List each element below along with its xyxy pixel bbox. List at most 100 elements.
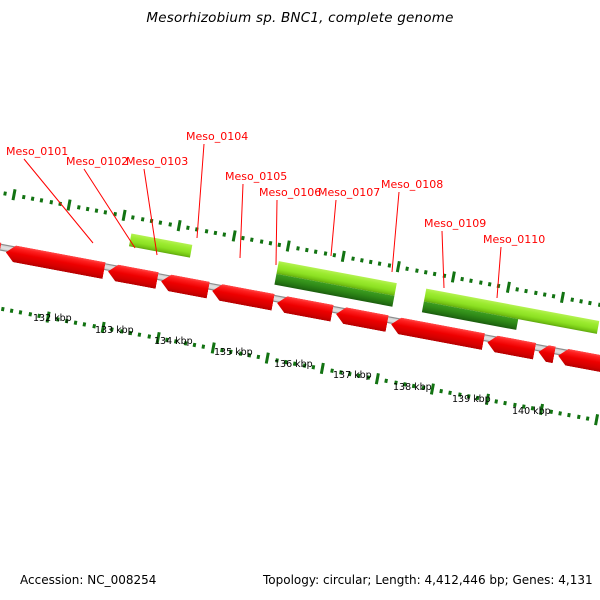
ruler-dot [304, 247, 309, 253]
ruler-dot [524, 288, 529, 294]
ruler-dot [368, 259, 373, 265]
ruler-position-label: 134 kbp [154, 336, 193, 347]
ruler-dot [222, 232, 227, 237]
ruler-dot [186, 225, 190, 231]
ruler-dot [76, 205, 81, 210]
ruler-dot [277, 242, 282, 248]
label-leader-line [239, 183, 244, 259]
gene-label[interactable]: Meso_0110 [483, 233, 546, 246]
label-leader-line [275, 199, 278, 266]
ruler-position-label: 139 kbp [452, 394, 491, 405]
ruler-tick [11, 189, 17, 201]
ruler-dot [314, 249, 318, 254]
ruler-dot [149, 218, 154, 224]
gene-feature[interactable] [276, 295, 334, 322]
ruler-dot [137, 332, 142, 337]
genome-stats-text: Topology: circular; Length: 4,412,446 bp… [263, 573, 593, 587]
ruler-tick [265, 352, 271, 364]
ruler-dot [432, 271, 437, 277]
ruler-tick [320, 362, 325, 375]
ruler-dot [405, 266, 410, 272]
label-leader-line [441, 230, 445, 289]
ruler-position-label: 138 kbp [393, 382, 432, 393]
ruler-dot [94, 208, 99, 213]
ruler-position-label: 132 kbp [33, 313, 72, 324]
gene-label[interactable]: Meso_0106 [259, 186, 322, 199]
ruler-dot [378, 261, 382, 266]
ruler-dot [295, 246, 300, 251]
label-leader-line [330, 199, 337, 257]
ruler-dot [542, 292, 547, 297]
ruler-dot [268, 240, 273, 246]
ruler-dot [30, 196, 35, 201]
ruler-dot [588, 300, 593, 306]
ruler-dot [503, 400, 508, 406]
ruler-position-label: 137 kbp [333, 370, 372, 381]
ruler-dot [570, 297, 574, 302]
ruler-tick [560, 291, 566, 304]
gene-label[interactable]: Meso_0109 [424, 217, 487, 230]
ruler-dot [18, 310, 23, 315]
ruler-dot [192, 342, 197, 348]
ruler-dot [414, 268, 419, 273]
ruler-position-label: 135 kbp [214, 347, 253, 358]
ruler-dot [39, 198, 44, 203]
ruler-upper [0, 185, 600, 316]
ruler-dot [204, 228, 209, 234]
ruler-dot [487, 282, 492, 287]
label-leader-line [496, 246, 502, 299]
ruler-dot [384, 378, 389, 384]
gene-label[interactable]: Meso_0104 [186, 130, 249, 143]
ruler-tick [374, 373, 380, 385]
ruler-dot [533, 290, 538, 296]
gene-label[interactable]: Meso_0105 [225, 170, 288, 183]
ruler-dot [195, 227, 199, 232]
ruler-tick [176, 219, 182, 232]
ruler-dot [73, 320, 78, 325]
ruler-dot [494, 399, 498, 404]
ruler-dot [85, 206, 90, 212]
page-title: Mesorhizobium sp. BNC1, complete genome [146, 10, 454, 26]
gene-label[interactable]: Meso_0108 [381, 178, 444, 191]
ruler-dot [113, 211, 117, 217]
gene-label[interactable]: Meso_0102 [66, 155, 129, 168]
ruler-dot [82, 322, 87, 327]
ruler-dot [350, 256, 355, 261]
label-leader-line [196, 143, 205, 239]
ruler-dot [567, 412, 572, 418]
ruler-position-label: 136 kbp [274, 359, 313, 370]
ruler-dot [332, 252, 337, 258]
ruler-dot [167, 222, 172, 227]
ruler-dot [460, 276, 465, 282]
gene-label[interactable]: Meso_0103 [126, 155, 189, 168]
ruler-dot [146, 334, 151, 339]
ruler-dot [131, 215, 135, 220]
gene-feature[interactable] [211, 282, 275, 310]
ruler-dot [158, 220, 163, 225]
accession-text: Accession: NC_008254 [20, 573, 157, 587]
ruler-dot [240, 235, 245, 241]
ruler-dot [201, 344, 206, 349]
ruler-tick [121, 209, 127, 222]
ruler-dot [21, 194, 26, 200]
ruler-dot [103, 210, 108, 215]
ruler-dot [49, 199, 53, 205]
ruler-dot [3, 191, 8, 196]
ruler-tick [395, 260, 401, 273]
ruler-dot [515, 287, 519, 292]
ruler-dot [387, 263, 391, 268]
gene-feature[interactable] [4, 244, 105, 279]
ruler-dot [442, 273, 446, 278]
ruler-dot [9, 308, 14, 314]
green-gene-feature[interactable] [128, 233, 193, 258]
ruler-dot [579, 299, 583, 304]
gene-label[interactable]: Meso_0107 [318, 186, 381, 199]
ruler-tick [505, 281, 511, 293]
genome-track-band [0, 189, 600, 426]
gene-label[interactable]: Meso_0101 [6, 145, 69, 158]
ruler-position-label: 133 kbp [95, 325, 134, 336]
ruler-dot [478, 280, 483, 285]
ruler-tick [286, 240, 292, 252]
ruler-dot [558, 411, 562, 416]
